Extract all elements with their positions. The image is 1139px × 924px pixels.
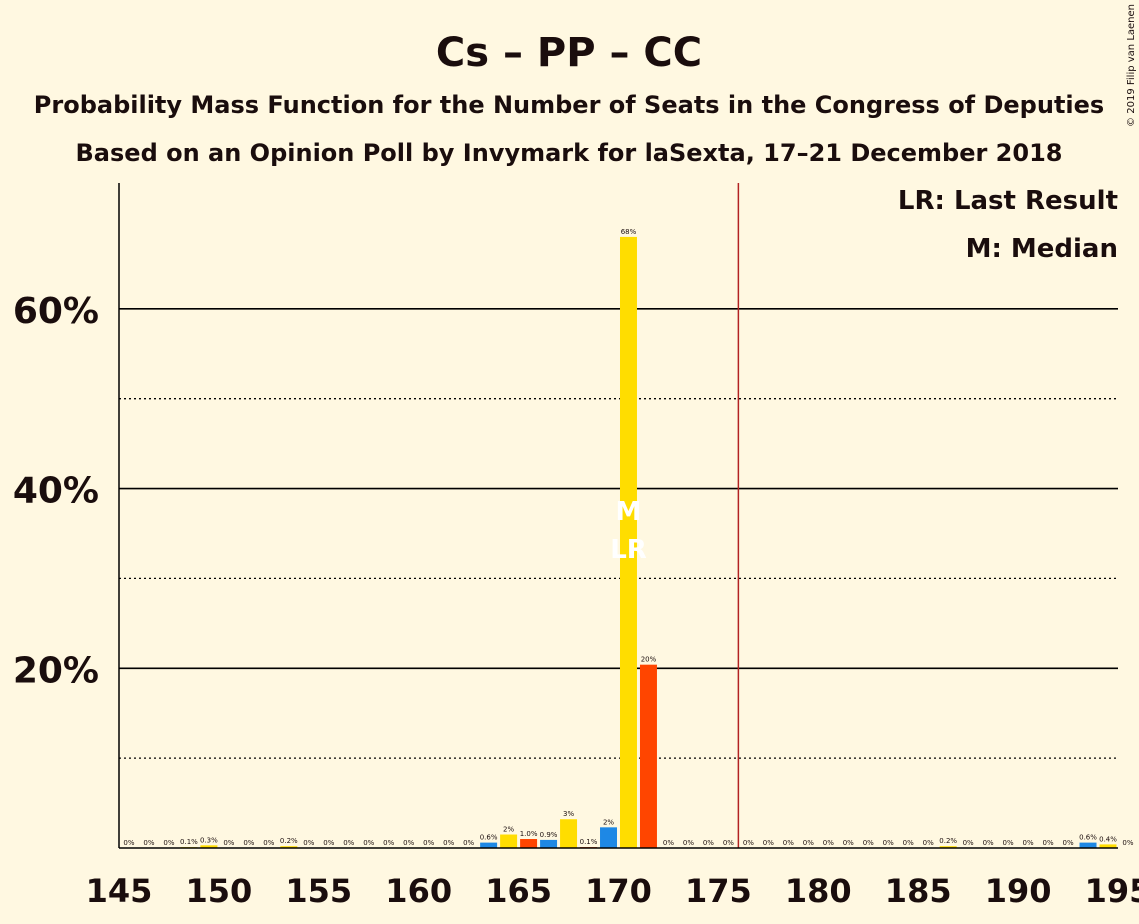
bar-label: 0% [843,839,854,847]
bar-label: 0% [343,839,354,847]
bar-label: 0% [1062,839,1073,847]
x-tick-label: 160 [385,872,452,910]
bar-label: 0.1% [580,838,598,846]
bar-label: 68% [621,228,637,236]
bar-label: 0.9% [540,831,558,839]
bar-label: 0% [963,839,974,847]
bar-seat-170 [600,827,618,848]
gridlines: 20% 40% 60% [13,183,1118,848]
x-tick-label: 175 [685,872,752,910]
x-tick-label: 195 [1085,872,1139,910]
bar-label: 0% [363,839,374,847]
bar-seat-172 [639,664,657,848]
bar-label: 0.6% [1079,834,1097,842]
bar-label: 0% [383,839,394,847]
y-tick-label: 60% [13,291,99,332]
bar-label: 0.3% [200,836,218,844]
bar-label: 0% [783,839,794,847]
bar-seat-164 [480,842,498,848]
median-marker: M [616,497,642,527]
bar-label: 0% [423,839,434,847]
x-tick-label: 190 [985,872,1052,910]
bar-seat-165 [500,834,518,848]
legend-last-result: LR: Last Result [898,186,1118,216]
y-tick-label: 40% [13,471,99,512]
bar-label: 0% [903,839,914,847]
bars-group [180,236,1117,848]
bar-seat-195 [1099,844,1117,848]
bar-label: 0% [823,839,834,847]
x-tick-label: 185 [885,872,952,910]
bar-label: 0% [143,839,154,847]
x-tick-label: 180 [785,872,852,910]
markers-group: M LR [610,497,647,565]
bar-label: 0% [923,839,934,847]
bar-label: 0.4% [1099,835,1117,843]
last-result-marker: LR [610,535,647,565]
axes-group: 145 150 155 160 165 170 175 180 185 190 195 [86,183,1139,910]
bar-seat-168 [560,819,578,848]
bar-label: 0% [163,839,174,847]
bar-label: 0.6% [480,834,498,842]
x-tick-label: 155 [285,872,352,910]
bar-label: 0% [323,839,334,847]
bar-label: 0% [1122,839,1133,847]
bar-label: 0.2% [280,837,298,845]
chart-subtitle-1: Probability Mass Function for the Number… [34,91,1104,119]
bar-label: 0.2% [939,837,957,845]
bar-label: 20% [641,656,657,664]
bar-label: 0% [663,839,674,847]
bar-label: 0.1% [180,838,198,846]
bar-label: 0% [763,839,774,847]
bar-label: 0% [883,839,894,847]
bar-seat-171 [619,236,637,848]
bar-label: 0% [463,839,474,847]
bar-label: 0% [263,839,274,847]
x-tick-label: 145 [86,872,153,910]
bar-seat-187 [939,846,957,848]
bar-label: 2% [503,826,514,834]
bar-seat-166 [520,839,538,848]
bar-label: 0% [443,839,454,847]
bar-label: 0% [1043,839,1054,847]
bar-seat-154 [280,846,298,848]
bar-label: 0% [223,839,234,847]
bar-seat-167 [540,839,558,848]
bar-label: 1.0% [520,830,538,838]
chart-title: Cs – PP – CC [436,30,702,76]
bar-label: 2% [603,818,614,826]
bar-label: 0% [123,839,134,847]
legend-median: M: Median [966,234,1118,264]
x-tick-label: 165 [485,872,552,910]
bar-label: 0% [683,839,694,847]
x-tick-label: 150 [186,872,253,910]
bar-label: 0% [243,839,254,847]
copyright-note: © 2019 Filip van Laenen [1126,4,1137,127]
bar-labels-group: 0% 0% 0% 0.1% 0.3% 0% 0% 0% 0.2% 0% 0% 0% 0% 0% 0% 0% 0%… [123,228,1133,847]
bar-label: 0% [303,839,314,847]
bar-label: 0% [1003,839,1014,847]
bar-label: 0% [403,839,414,847]
bar-label: 0% [983,839,994,847]
bar-seat-150 [200,845,218,848]
bar-label: 0% [723,839,734,847]
bar-label: 0% [743,839,754,847]
bar-label: 0% [703,839,714,847]
bar-seat-194 [1079,842,1097,848]
chart-subtitle-2: Based on an Opinion Poll by Invymark for… [76,139,1063,167]
bar-label: 0% [1023,839,1034,847]
bar-label: 0% [863,839,874,847]
x-tick-label: 170 [585,872,652,910]
y-tick-label: 20% [13,650,99,691]
bar-label: 0% [803,839,814,847]
bar-label: 3% [563,810,574,818]
